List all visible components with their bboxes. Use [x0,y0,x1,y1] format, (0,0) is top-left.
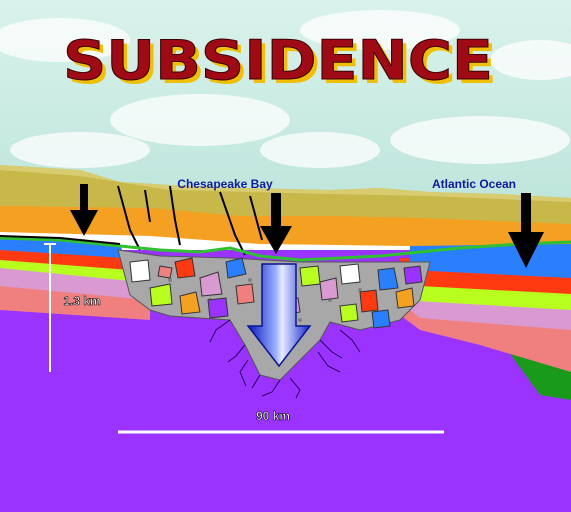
left-lime-strata [0,258,140,282]
title-shadow: SUBSIDENCE [67,33,497,96]
bay-arrow-icon [260,193,292,254]
ocean-arrow-icon [508,193,544,268]
bay-label: Chesapeake Bay [177,177,273,191]
clouds [0,10,571,168]
depth-label: 1.3 km [63,294,100,308]
ocean-label: Atlantic Ocean [432,177,516,191]
fractures [209,319,361,399]
olive-strata [0,165,571,224]
surface-line [0,236,571,262]
orange-strata [0,203,571,246]
breccia-clasts [129,257,423,329]
left-salmon-strata [0,282,150,320]
depth-scale [44,243,56,372]
fault-lines [117,185,263,256]
left-red-strata [0,248,130,270]
black-surface-edge [0,235,121,245]
blue-subsidence-arrow-icon [246,263,312,368]
page-title: SUBSIDENCE [63,29,493,92]
olive-strata-highlight [0,165,571,202]
width-label: 90 km [256,409,290,423]
down-arrow-icon [70,184,98,236]
left-pink-strata [0,266,150,300]
